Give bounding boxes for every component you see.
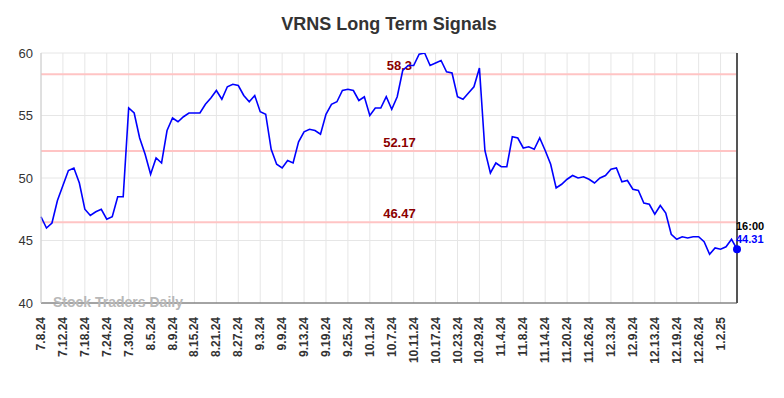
- svg-text:8.5.24: 8.5.24: [144, 317, 158, 351]
- svg-text:8.15.24: 8.15.24: [187, 317, 201, 357]
- svg-text:9.25.24: 9.25.24: [341, 317, 355, 357]
- svg-text:44.31: 44.31: [736, 233, 764, 245]
- svg-text:8.21.24: 8.21.24: [209, 317, 223, 357]
- html-text:VRNS Long Term Signals: VRNS Long Term Signals: [281, 14, 497, 34]
- svg-text:8.9.24: 8.9.24: [166, 317, 180, 351]
- svg-text:11.14.24: 11.14.24: [538, 317, 552, 363]
- html-text:Stock Traders Daily: Stock Traders Daily: [53, 294, 183, 310]
- svg-text:11.26.24: 11.26.24: [582, 317, 596, 363]
- svg-text:10.11.24: 10.11.24: [407, 317, 421, 363]
- svg-text:12.13.24: 12.13.24: [648, 317, 662, 364]
- svg-text:50: 50: [19, 171, 33, 186]
- svg-text:9.3.24: 9.3.24: [253, 317, 267, 351]
- svg-text:8.27.24: 8.27.24: [231, 317, 245, 357]
- svg-text:55: 55: [19, 108, 33, 123]
- svg-text:9.19.24: 9.19.24: [319, 317, 333, 357]
- svg-text:9.9.24: 9.9.24: [275, 317, 289, 351]
- svg-text:7.30.24: 7.30.24: [122, 317, 136, 357]
- svg-text:58.3: 58.3: [386, 58, 413, 74]
- svg-text:7.24.24: 7.24.24: [100, 317, 114, 357]
- svg-text:12.19.24: 12.19.24: [670, 317, 684, 364]
- svg-text:10.1.24: 10.1.24: [363, 317, 377, 357]
- svg-text:9.13.24: 9.13.24: [297, 317, 311, 357]
- svg-text:1.2.25: 1.2.25: [714, 317, 728, 351]
- svg-text:40: 40: [19, 296, 33, 311]
- svg-text:12.9.24: 12.9.24: [626, 317, 640, 357]
- svg-text:10.17.24: 10.17.24: [429, 317, 443, 364]
- svg-text:10.29.24: 10.29.24: [472, 317, 486, 364]
- svg-text:12.3.24: 12.3.24: [604, 317, 618, 357]
- svg-text:7.8.24: 7.8.24: [34, 317, 48, 351]
- svg-text:52.17: 52.17: [383, 135, 416, 150]
- svg-text:45: 45: [19, 233, 33, 248]
- svg-text:60: 60: [19, 46, 33, 61]
- svg-text:10.23.24: 10.23.24: [451, 317, 465, 364]
- svg-text:16:00: 16:00: [736, 220, 764, 232]
- svg-text:12.26.24: 12.26.24: [692, 317, 706, 364]
- svg-text:7.18.24: 7.18.24: [78, 317, 92, 357]
- svg-text:11.4.24: 11.4.24: [494, 317, 508, 357]
- svg-text:46.47: 46.47: [383, 206, 416, 221]
- svg-text:11.8.24: 11.8.24: [516, 317, 530, 357]
- svg-text:10.7.24: 10.7.24: [385, 317, 399, 357]
- svg-text:7.12.24: 7.12.24: [56, 317, 70, 357]
- svg-text:11.20.24: 11.20.24: [560, 317, 574, 363]
